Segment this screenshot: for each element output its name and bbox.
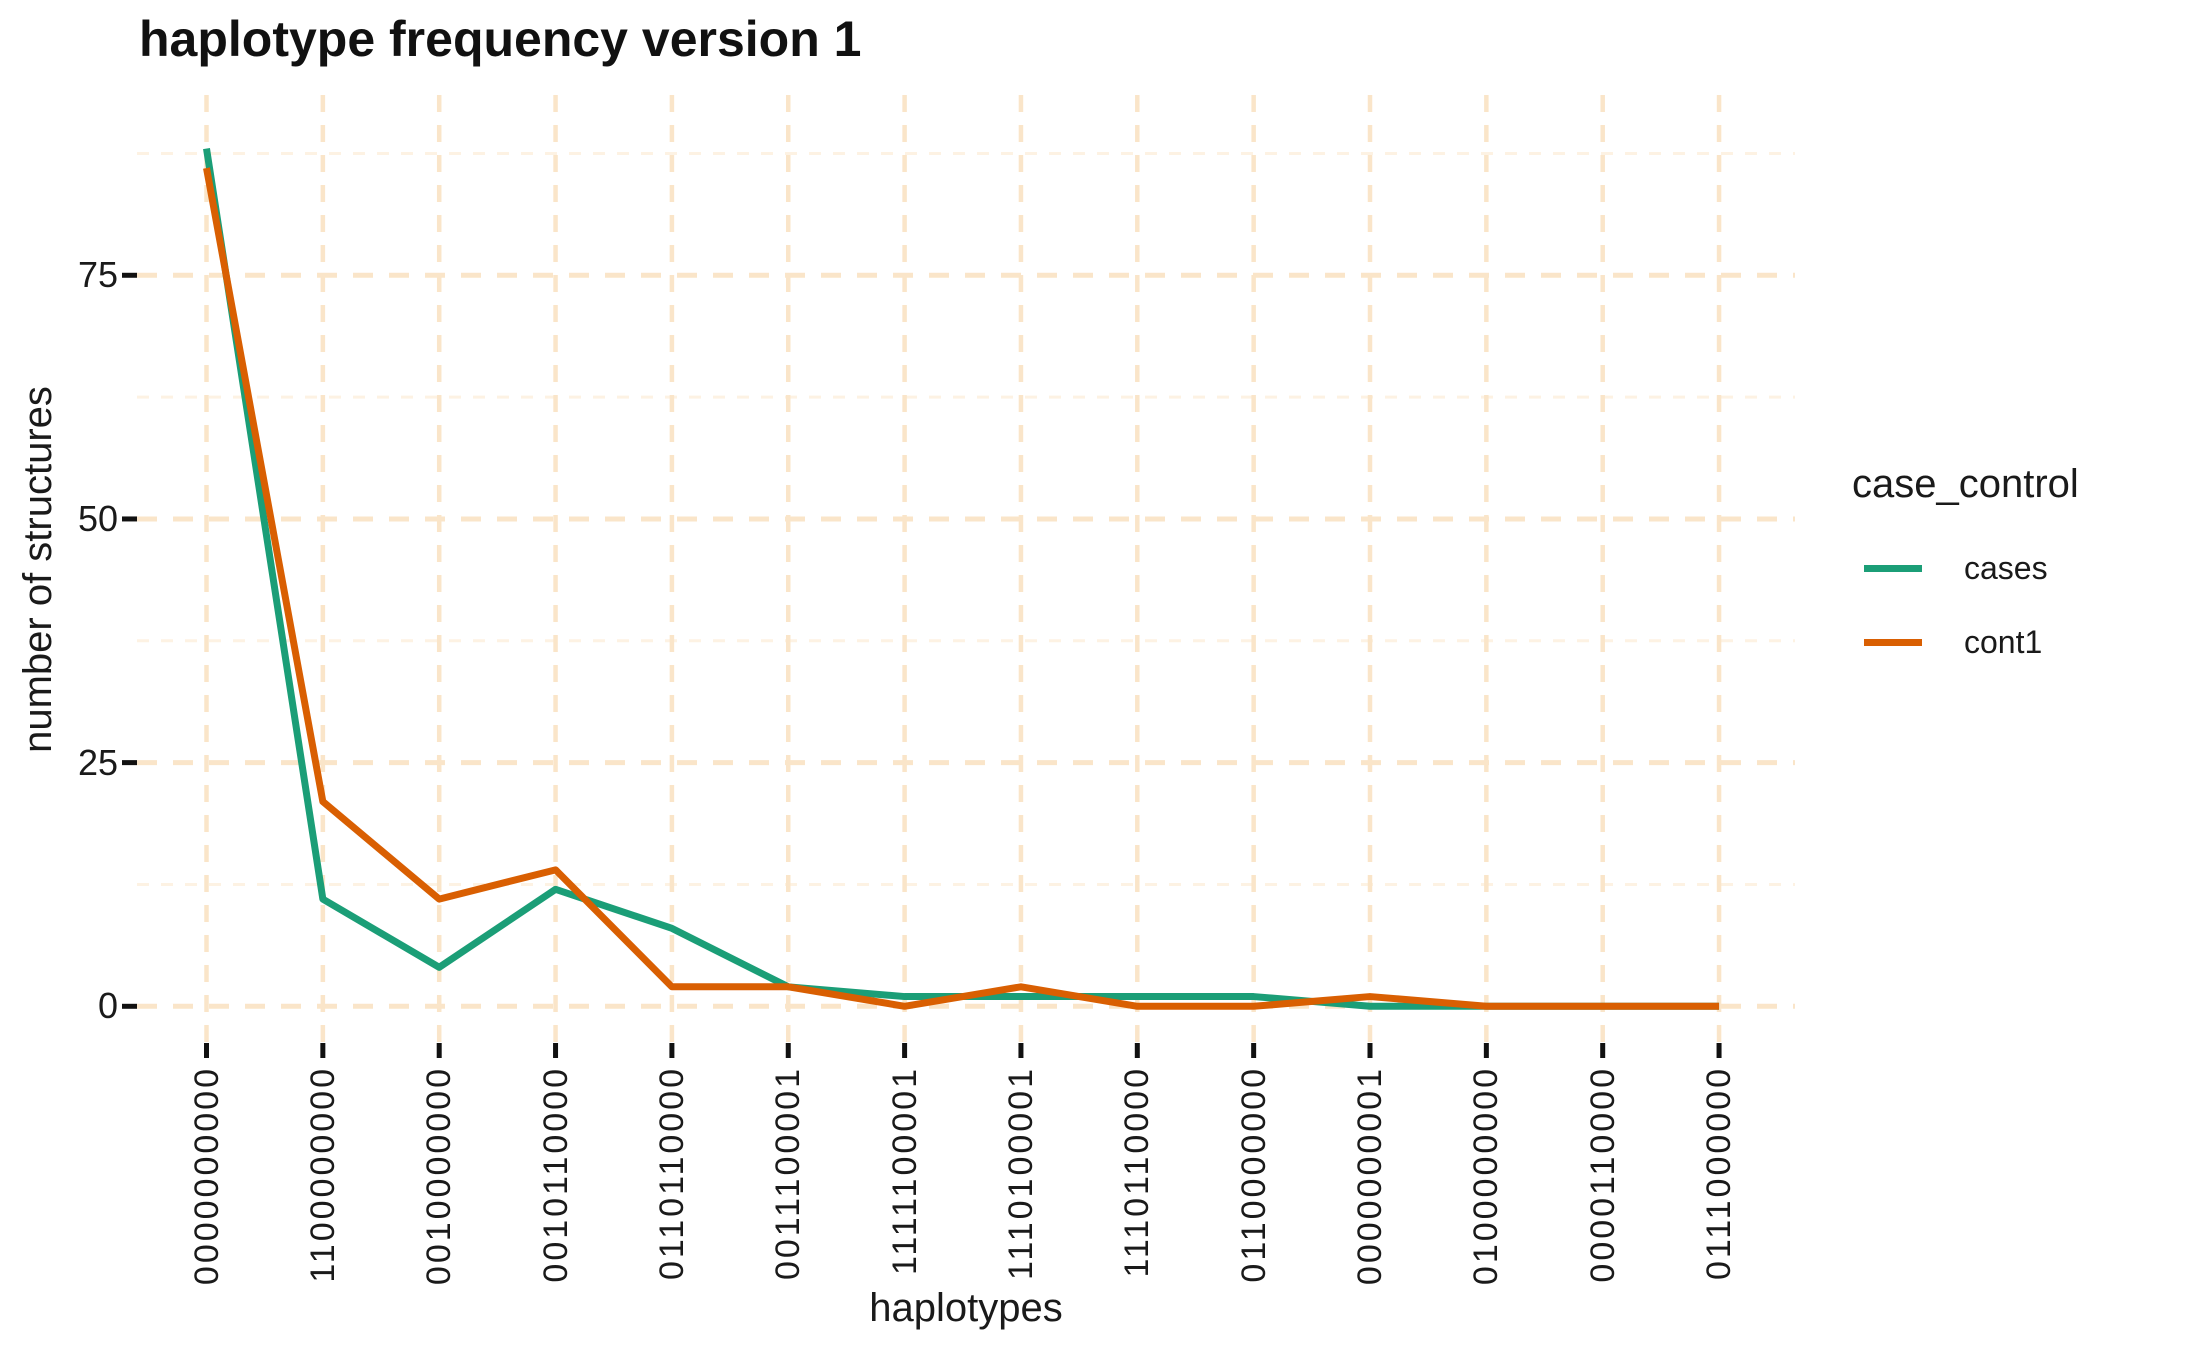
x-tick-label: 0011100001 [769, 1066, 808, 1281]
legend-title: case_control [1852, 462, 2079, 506]
y-tick-label: 25 [77, 741, 118, 783]
series-line-cont1 [203, 167, 1720, 1010]
x-tick-label: 0111000000 [1700, 1066, 1739, 1281]
x-axis-title: haplotypes [869, 1286, 1063, 1330]
x-tick-label: 1100000000 [303, 1066, 342, 1283]
x-tick-label: 1110110000 [1118, 1066, 1157, 1278]
x-tick-label: 0110110000 [652, 1066, 691, 1281]
x-tick-label: 0000000001 [1351, 1066, 1389, 1286]
x-tick-label: 0010110000 [536, 1066, 575, 1283]
x-tick-label: 0000110000 [1583, 1066, 1622, 1283]
cont1-line-swatch [1864, 638, 1922, 646]
x-tick-label: 1111100001 [885, 1066, 924, 1275]
y-tick-label: 50 [77, 497, 118, 539]
legend: case_control cases cont1 [1852, 462, 2187, 699]
chart-title: haplotype frequency version 1 [139, 11, 862, 67]
y-tick-label: 0 [97, 985, 118, 1027]
x-tick-label: 0100000000 [1467, 1066, 1506, 1286]
x-tick-label: 0000000000 [187, 1066, 226, 1286]
x-tick-label: 1110100001 [1001, 1066, 1040, 1281]
legend-item-cases: cases [1852, 549, 2187, 586]
y-tick-label: 75 [77, 254, 118, 296]
legend-label-cont1: cont1 [1964, 623, 2043, 660]
legend-label-cases: cases [1964, 549, 2048, 586]
x-tick-label: 0010000000 [420, 1066, 459, 1286]
legend-item-cont1: cont1 [1852, 623, 2187, 660]
x-tick-label: 0110000000 [1234, 1066, 1273, 1283]
cases-line-swatch [1864, 564, 1922, 572]
